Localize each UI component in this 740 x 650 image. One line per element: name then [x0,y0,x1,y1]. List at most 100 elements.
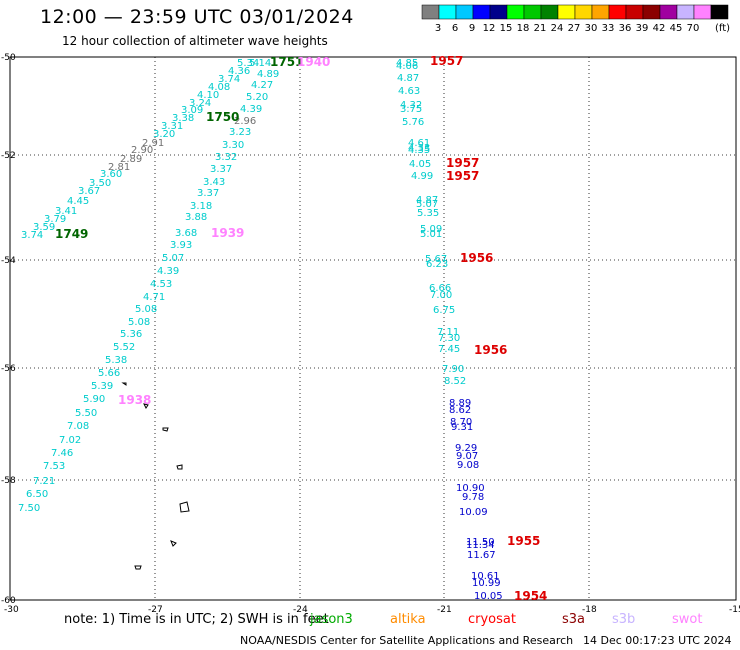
legend-label: 45 [670,23,683,34]
wave-height-label: 5.01 [420,229,442,240]
pass-time-label: 1938 [118,393,151,407]
island-4 [176,464,183,470]
legend-swatch [574,4,593,20]
wave-height-label: 6.50 [26,489,48,500]
wave-height-label: 4.08 [208,82,230,93]
wave-height-label: 3.93 [170,240,192,251]
legend-swatch [421,4,440,20]
wave-height-label: 9.78 [462,492,484,503]
legend-swatch [591,4,610,20]
wave-height-label: 3.88 [185,212,207,223]
wave-height-label: 7.11 [437,327,459,338]
wave-height-label: 4.99 [411,171,433,182]
lon-tick-label: -24 [293,605,308,615]
wave-height-label: 5.90 [83,394,105,405]
wave-height-label: 3.18 [190,201,212,212]
pass-time-label: 1750 [206,110,239,124]
wave-height-label: 2.91 [142,138,164,149]
wave-height-label: 3.79 [44,214,66,225]
legend-swatch [710,4,729,20]
legend-swatch [489,4,508,20]
wave-height-label: 4.10 [197,90,219,101]
legend-label: 3 [435,23,441,34]
wave-height-label: 7.30 [438,333,460,344]
legend-swatch [438,4,457,20]
lat-tick-label: -58 [1,476,16,486]
wave-height-label: 5.20 [246,92,268,103]
wave-height-label: 5.52 [113,342,135,353]
wave-height-label: 5.08 [128,317,150,328]
wave-height-label: 9.31 [451,422,473,433]
legend-label: 36 [619,23,632,34]
legend-swatch [659,4,678,20]
graticule [10,57,736,600]
island-6 [170,540,177,547]
legend-swatches [421,4,729,20]
wave-height-label: 10.05 [474,591,503,602]
pass-time-label: 1939 [211,226,244,240]
island-2 [143,403,149,409]
legend-swatch [455,4,474,20]
wave-height-label: 4.35 [408,145,430,156]
legend-swatch [625,4,644,20]
wave-height-label: 4.39 [240,104,262,115]
legend-swatch [676,4,695,20]
wave-height-label: 11.50 [466,537,495,548]
wave-height-label: 3.60 [100,169,122,180]
wave-height-label: 5.39 [91,381,113,392]
credit-line: NOAA/NESDIS Center for Satellite Applica… [240,634,574,647]
legend-label: 30 [585,23,598,34]
wave-height-label: 5.34 [237,58,259,69]
legend-swatch [557,4,576,20]
wave-height-label: 5.07 [162,253,184,264]
wave-height-label: 3.23 [229,127,251,138]
wave-height-label: 4.89 [257,69,279,80]
wave-height-label: 7.00 [430,290,452,301]
lat-tick-label: -60 [1,596,16,606]
wave-height-label: 7.08 [67,421,89,432]
wave-height-label: 4.27 [251,80,273,91]
satellite-s3b: s3b [612,612,636,627]
legend-labels: 3 6 9 12 15 18 21 24 27 30 33 36 39 42 45 70 [435,23,700,34]
legend-swatch [523,4,542,20]
wave-height-label: 3.74 [218,74,240,85]
wave-height-label: 9.29 [455,443,477,454]
satellite-cryosat: cryosat [468,612,516,627]
legend-swatch [540,4,559,20]
wave-height-label: 4.32 [400,100,422,111]
wave-height-label: 3.37 [197,188,219,199]
satellite-jason3: jason3 [310,612,353,627]
wave-height-label: 10.99 [472,578,501,589]
lat-tick-label: -56 [1,364,16,374]
island-7 [134,565,142,570]
wave-height-label: 3.37 [210,164,232,175]
wave-height-label: 3.32 [215,152,237,163]
legend-swatch [608,4,627,20]
wave-height-label: 3.67 [78,186,100,197]
wave-height-label: 6.75 [433,305,455,316]
wave-height-label: 7.21 [33,476,55,487]
wave-height-label: 4.39 [157,266,179,277]
wave-height-label: 5.66 [98,368,120,379]
legend-unit: (ft) [715,23,730,34]
wave-height-label: 2.89 [120,154,142,165]
satellite-altika: altika [390,612,426,627]
island-5 [179,501,190,513]
wave-height-label: 3.38 [172,113,194,124]
wave-height-label: 3.50 [89,178,111,189]
lat-tick-label: -52 [1,151,16,161]
lon-tick-label: -15 [729,605,740,615]
legend-label: 24 [551,23,564,34]
longitude-tick-labels: -30 -27 -24 -21 -18 -15 [4,605,740,615]
wave-height-label: 5.14 [249,58,271,69]
lon-tick-label: -27 [148,605,163,615]
wave-height-label: 4.85 [396,58,418,69]
map-subtitle: 12 hour collection of altimeter wave hei… [62,34,328,48]
created-timestamp: 14 Dec 00:17:23 UTC 2024 [583,634,732,647]
pass-time-labels: 1749175017511940193919381957195719571956… [55,54,547,603]
wave-height-label: 8.52 [444,376,466,387]
wave-height-label: 4.33 [408,143,430,154]
legend-swatch [642,4,661,20]
wave-height-label: 4.36 [228,66,250,77]
